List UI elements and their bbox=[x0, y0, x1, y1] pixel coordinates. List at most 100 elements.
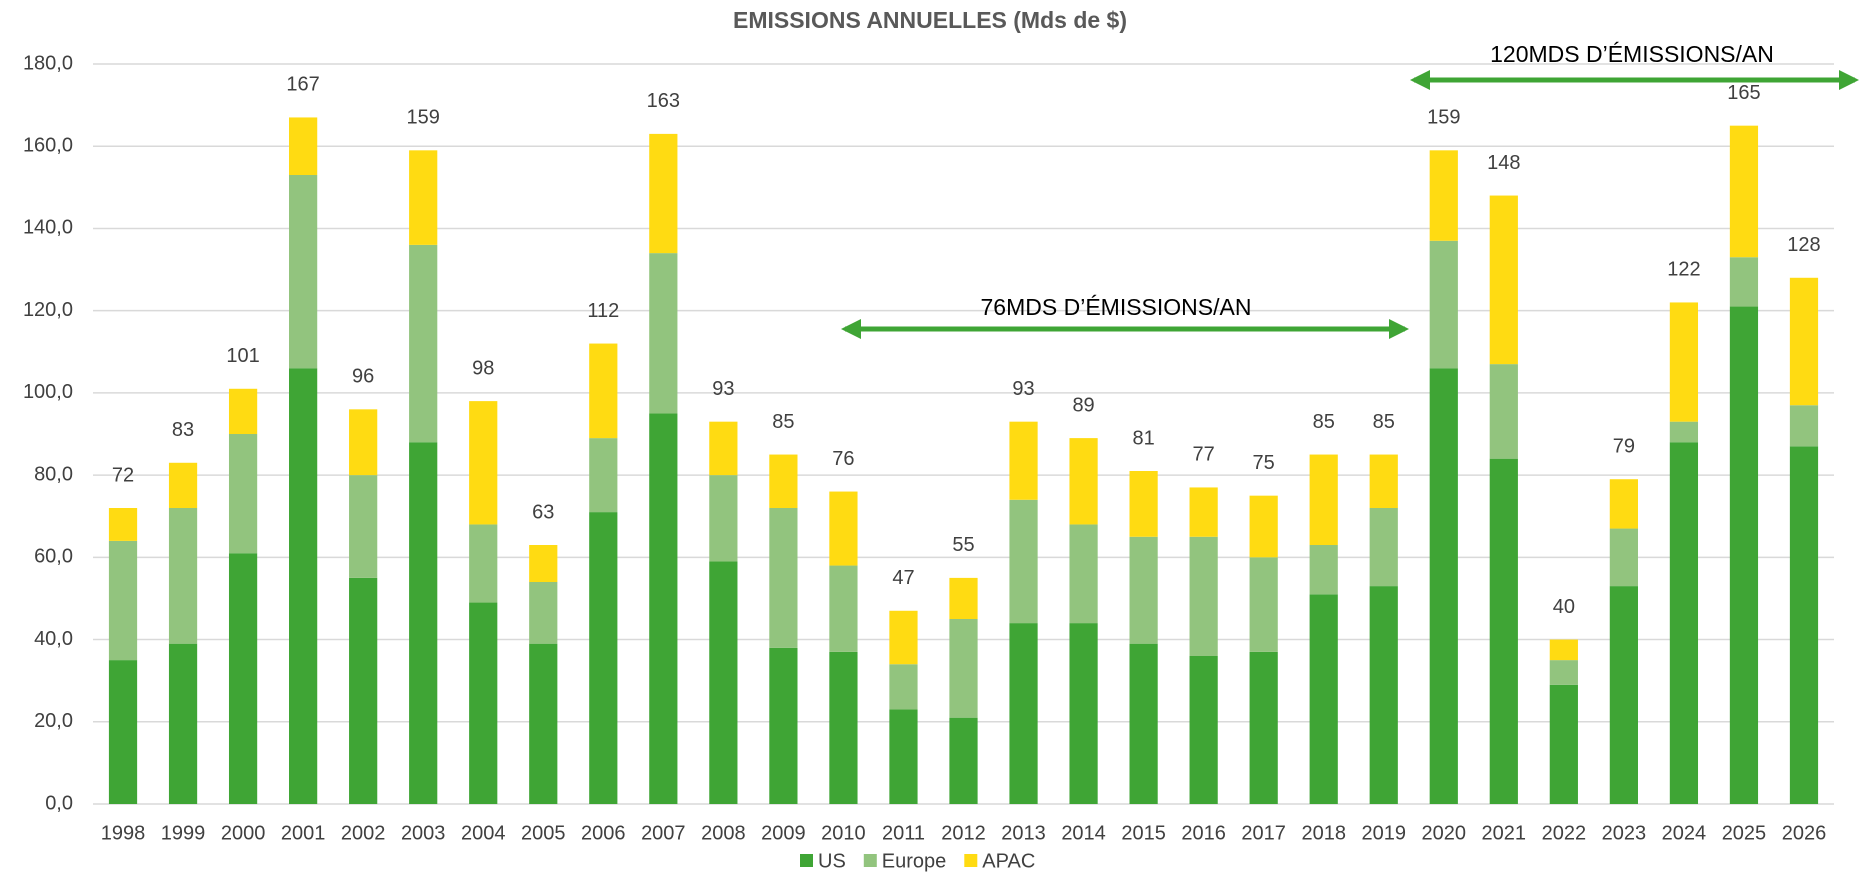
bar-segment bbox=[769, 647, 798, 804]
total-label: 81 bbox=[1132, 427, 1154, 449]
legend-label: APAC bbox=[982, 850, 1035, 872]
x-tick-label: 2015 bbox=[1121, 822, 1166, 844]
x-tick-label: 2014 bbox=[1061, 822, 1106, 844]
bar-segment bbox=[349, 475, 378, 578]
x-tick-label: 2008 bbox=[701, 822, 746, 844]
x-tick-label: 2013 bbox=[1001, 822, 1046, 844]
total-label: 159 bbox=[1427, 107, 1460, 129]
x-tick-label: 2018 bbox=[1301, 822, 1346, 844]
bar-segment bbox=[168, 508, 198, 644]
total-label: 40 bbox=[1553, 596, 1575, 618]
bar-segment bbox=[1249, 557, 1278, 652]
bar-segment bbox=[649, 413, 678, 804]
x-tick-label: 2002 bbox=[341, 822, 386, 844]
total-label: 77 bbox=[1193, 444, 1215, 466]
total-label: 165 bbox=[1727, 82, 1760, 104]
total-label: 83 bbox=[172, 419, 194, 441]
bar-segment bbox=[529, 643, 558, 804]
legend-label: Europe bbox=[882, 850, 947, 872]
bar-segment bbox=[829, 565, 858, 652]
bar-segment bbox=[108, 540, 138, 661]
bar-segment bbox=[289, 368, 318, 804]
x-tick-label: 2023 bbox=[1602, 822, 1647, 844]
bar-segment bbox=[1669, 302, 1699, 422]
y-tick-label: 120,0 bbox=[23, 299, 73, 321]
bar-segment bbox=[1429, 240, 1458, 369]
total-label: 85 bbox=[772, 411, 794, 433]
bar-segment bbox=[1549, 660, 1578, 685]
bar-segment bbox=[1309, 454, 1338, 545]
bar-segment bbox=[529, 582, 558, 644]
bar-segment bbox=[1489, 195, 1518, 365]
x-tick-label: 2001 bbox=[281, 822, 326, 844]
total-label: 101 bbox=[226, 345, 259, 367]
bar-segment bbox=[469, 524, 498, 603]
bar-segment bbox=[709, 475, 738, 562]
x-tick-label: 2003 bbox=[401, 822, 446, 844]
bar-segment bbox=[1489, 458, 1518, 804]
total-label: 93 bbox=[712, 378, 734, 400]
bar-segment bbox=[889, 664, 918, 710]
bar-segment bbox=[1429, 368, 1458, 804]
total-label: 72 bbox=[112, 464, 134, 486]
bar-segment bbox=[409, 442, 438, 804]
total-label: 159 bbox=[407, 107, 440, 129]
bar-segment bbox=[1549, 684, 1578, 804]
total-label: 47 bbox=[892, 567, 914, 589]
total-label: 112 bbox=[587, 300, 619, 322]
y-tick-label: 160,0 bbox=[23, 135, 73, 157]
bar-segment bbox=[1189, 656, 1218, 804]
bar-segment bbox=[289, 117, 318, 175]
annotation: 76MDS D’ÉMISSIONS/AN bbox=[981, 294, 1252, 320]
bar-segment bbox=[1609, 528, 1638, 587]
legend-swatch bbox=[964, 854, 978, 867]
bar-segment bbox=[1669, 421, 1699, 443]
y-tick-label: 180,0 bbox=[23, 52, 73, 74]
bar-segment bbox=[469, 401, 498, 525]
bar-segment bbox=[228, 553, 258, 804]
bar-segment bbox=[1729, 257, 1759, 307]
bar-segment bbox=[168, 643, 198, 804]
total-label: 96 bbox=[352, 366, 374, 388]
bar-segment bbox=[1009, 421, 1038, 500]
legend-swatch bbox=[863, 854, 877, 867]
bar-segment bbox=[1789, 277, 1819, 406]
total-label: 79 bbox=[1613, 436, 1635, 458]
x-tick-label: 2026 bbox=[1782, 822, 1827, 844]
bar-segment bbox=[1489, 364, 1518, 459]
bar-segment bbox=[769, 454, 798, 508]
y-tick-label: 0,0 bbox=[45, 792, 73, 814]
bar-segment bbox=[1669, 442, 1699, 804]
legend-label: US bbox=[818, 850, 846, 872]
bar-segment bbox=[108, 508, 138, 541]
bar-segment bbox=[949, 717, 978, 804]
x-tick-label: 2004 bbox=[461, 822, 506, 844]
bar-segment bbox=[709, 421, 738, 476]
bar-segment bbox=[1549, 639, 1578, 661]
bar-segment bbox=[1369, 586, 1398, 804]
bar-segment bbox=[529, 545, 558, 582]
x-tick-label: 2025 bbox=[1722, 822, 1767, 844]
bar-segment bbox=[1729, 125, 1759, 258]
bar-segment bbox=[1189, 487, 1218, 537]
x-tick-label: 2019 bbox=[1361, 822, 1406, 844]
bar-segment bbox=[709, 561, 738, 804]
bar-segment bbox=[1069, 524, 1098, 624]
x-tick-label: 2012 bbox=[941, 822, 986, 844]
x-tick-label: 2017 bbox=[1241, 822, 1286, 844]
x-tick-label: 2021 bbox=[1482, 822, 1527, 844]
y-tick-label: 100,0 bbox=[23, 381, 73, 403]
bar-segment bbox=[469, 602, 498, 804]
y-tick-label: 80,0 bbox=[34, 463, 73, 485]
bar-segment bbox=[589, 438, 618, 513]
total-label: 75 bbox=[1253, 452, 1275, 474]
x-tick-label: 2016 bbox=[1181, 822, 1226, 844]
total-label: 89 bbox=[1072, 394, 1094, 416]
bar-segment bbox=[649, 133, 678, 254]
bar-segment bbox=[589, 512, 618, 804]
bar-segment bbox=[889, 709, 918, 804]
bar-segment bbox=[349, 577, 378, 804]
bar-segment bbox=[949, 577, 978, 619]
x-tick-label: 2005 bbox=[521, 822, 566, 844]
